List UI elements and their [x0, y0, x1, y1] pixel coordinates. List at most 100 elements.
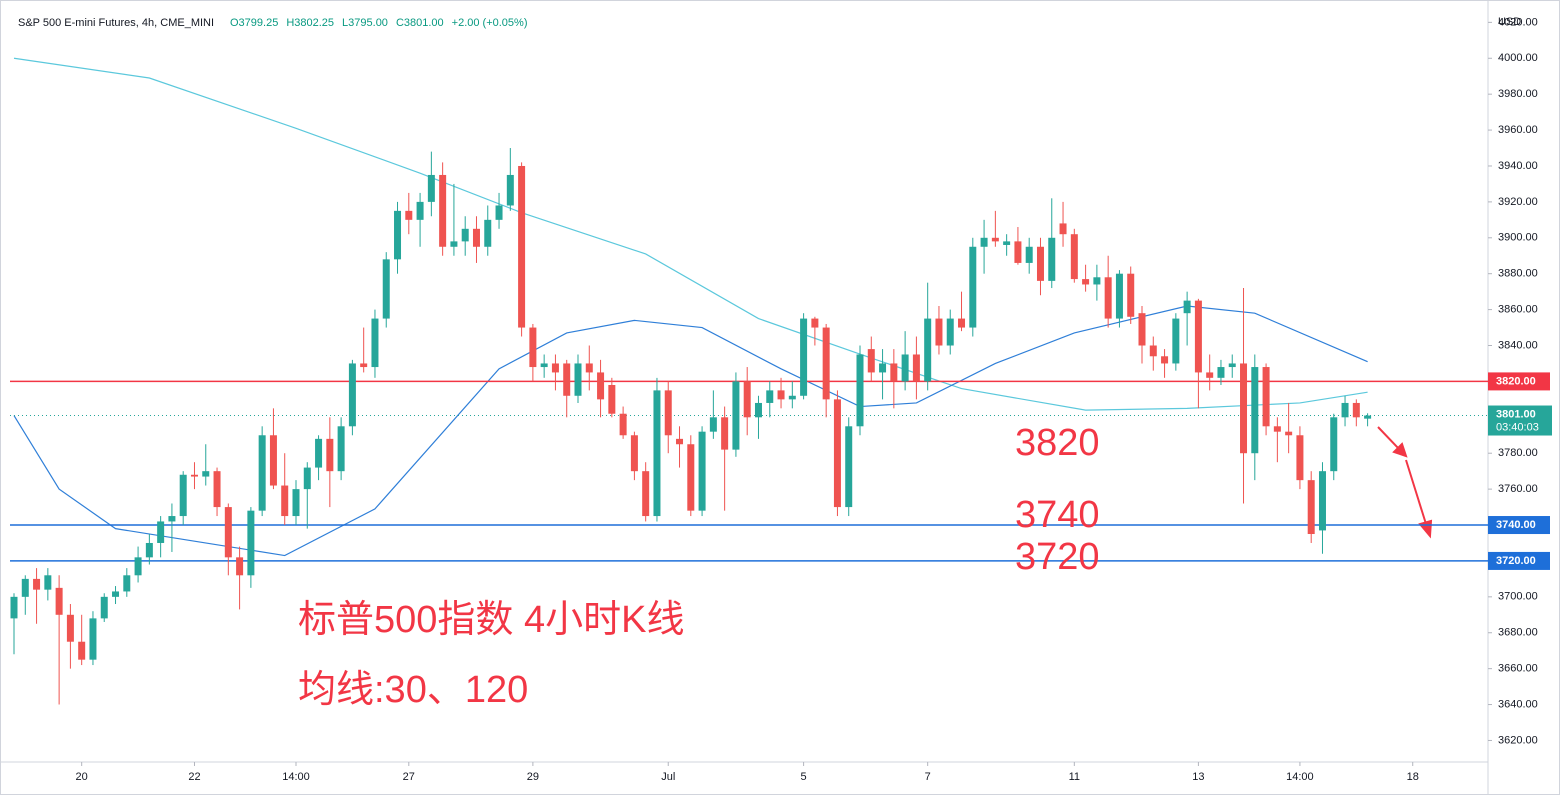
candle-body [563, 363, 571, 396]
candle-body [157, 521, 165, 543]
moving-average [13, 57, 1368, 411]
candle-body [1262, 367, 1270, 427]
candle-body [1025, 246, 1033, 263]
candle-body [991, 237, 999, 242]
candle-body [585, 363, 593, 373]
y-tick-label: 3780.00 [1498, 447, 1538, 459]
candle-body [1104, 277, 1112, 319]
candle-body [1014, 241, 1022, 263]
candle-body [743, 381, 751, 418]
candle-body [958, 318, 966, 328]
level-label: 3820.00 [1496, 375, 1536, 387]
x-tick-label: 18 [1407, 771, 1419, 783]
candle-body [800, 318, 808, 396]
candle-body [134, 557, 142, 576]
candle-body [190, 474, 198, 477]
candle-body [969, 246, 977, 328]
candle-body [1194, 300, 1202, 373]
candle-body [78, 641, 86, 660]
x-tick-label: 14:00 [282, 771, 310, 783]
candle-body [21, 578, 29, 597]
candle-body [980, 237, 988, 247]
level-tag [1488, 551, 1550, 570]
candle-body [472, 228, 480, 247]
candle-body [529, 327, 537, 368]
candle-body [856, 354, 864, 427]
candle-body [326, 438, 334, 472]
candle-body [766, 390, 774, 403]
candle-body [642, 471, 650, 517]
y-tick-label: 3940.00 [1498, 160, 1538, 172]
candle-body [371, 318, 379, 368]
candle-body [10, 596, 18, 619]
candle-body [179, 474, 187, 517]
candle-body [450, 241, 458, 247]
candle-body [1183, 300, 1191, 314]
candle-body [1307, 480, 1315, 535]
candle-body [1330, 417, 1338, 472]
countdown: 03:40:03 [1496, 421, 1539, 433]
candle-body [630, 435, 638, 472]
y-tick-label: 4020.00 [1498, 16, 1538, 28]
candle-body [653, 390, 661, 517]
candle-body [1206, 372, 1214, 378]
candle-body [484, 219, 492, 247]
candle-body [619, 413, 627, 436]
y-tick-label: 3760.00 [1498, 483, 1538, 495]
candle-body [1251, 367, 1259, 454]
level-label: 3740.00 [1496, 519, 1536, 531]
candle-body [788, 395, 796, 400]
x-tick-label: 20 [76, 771, 88, 783]
candle-body [676, 438, 684, 445]
symbol: S&P 500 E-mini Futures, 4h, CME_MINI [18, 17, 214, 29]
y-tick-label: 3640.00 [1498, 698, 1538, 710]
candle-body [337, 426, 345, 472]
candle-body [123, 575, 131, 592]
candle-body [66, 614, 74, 642]
candle-body [901, 354, 909, 382]
annotation: 3720 [1015, 536, 1100, 578]
candle-body [439, 174, 447, 247]
candle-body [698, 431, 706, 511]
candle-body [1082, 279, 1090, 285]
candle-body [1240, 363, 1248, 454]
candle-body [1217, 367, 1225, 378]
candle-body [1296, 435, 1304, 481]
x-tick-label: 5 [801, 771, 807, 783]
candle-body [1003, 241, 1011, 245]
candle-body [664, 390, 672, 436]
candle-body [574, 363, 582, 396]
candle-body [721, 417, 729, 450]
annotation: 均线:30、120 [298, 669, 528, 711]
moving-average [13, 305, 1368, 557]
candle-body [833, 399, 841, 508]
candle-body [416, 201, 424, 220]
x-tick-label: 22 [188, 771, 200, 783]
annotation: 3740 [1015, 494, 1100, 536]
candle-body [1036, 246, 1044, 281]
last-price-label: 3801.00 [1496, 408, 1536, 420]
candle-body [236, 557, 244, 576]
candle-body [1228, 363, 1236, 368]
candle-body [1285, 431, 1293, 436]
candle-body [1273, 426, 1281, 432]
candle-body [1093, 277, 1101, 285]
candle-body [879, 363, 887, 373]
ohlc-value: O3799.25 [230, 17, 278, 29]
y-tick-label: 3840.00 [1498, 339, 1538, 351]
x-tick-label: 27 [403, 771, 415, 783]
candle-body [1352, 402, 1360, 418]
y-tick-label: 3980.00 [1498, 88, 1538, 100]
candle-body [281, 485, 289, 517]
x-tick-label: 29 [527, 771, 539, 783]
annotation: 3820 [1015, 422, 1100, 464]
x-tick-label: 13 [1192, 771, 1204, 783]
y-tick-label: 3620.00 [1498, 734, 1538, 746]
candle-body [360, 363, 368, 368]
y-tick-label: 3660.00 [1498, 663, 1538, 675]
candle-body [55, 587, 63, 615]
candle-body [382, 259, 390, 319]
candle-body [924, 318, 932, 382]
ohlc-value: H3802.25 [286, 17, 334, 29]
candle-body [867, 349, 875, 373]
